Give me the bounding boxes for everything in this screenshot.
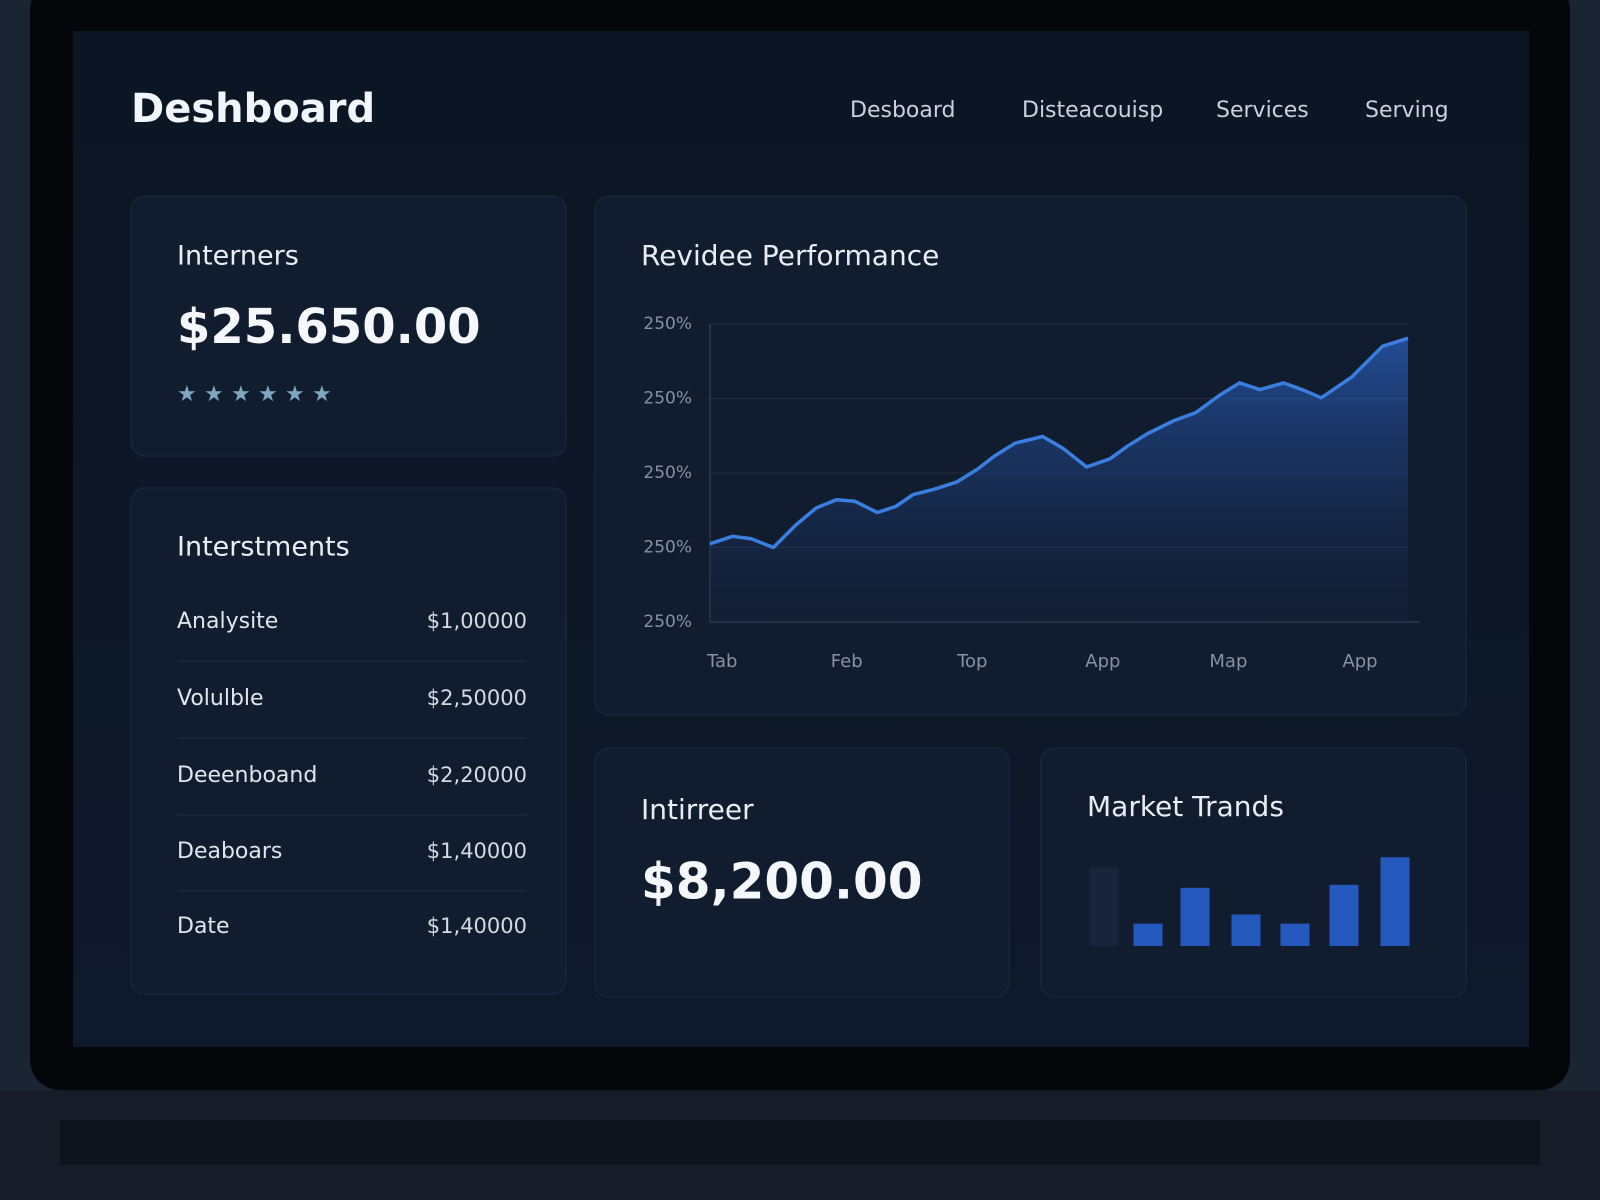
x-tick-label: Top [956, 651, 987, 672]
row-value: $1,40000 [427, 839, 527, 863]
row-label: Date [177, 914, 230, 939]
y-tick-label: 250% [643, 612, 692, 632]
card-title: Intirreer [641, 793, 754, 826]
y-tick-label: 250% [643, 389, 692, 409]
row-value: $1,00000 [427, 609, 527, 633]
row-value: $2,50000 [427, 686, 527, 710]
x-tick-label: Tab [706, 651, 737, 672]
card-value: $8,200.00 [641, 853, 923, 911]
keyboard [60, 1120, 1540, 1165]
star: ★ [285, 382, 305, 407]
nav-link[interactable]: Desboard [850, 98, 955, 123]
row-label: Volulble [177, 686, 264, 711]
app-title: Deshboard [131, 86, 375, 132]
stars: ★ ★ ★ ★ ★ ★ [177, 382, 332, 407]
area [710, 338, 1408, 622]
nav-link[interactable]: Disteacouisp [1022, 98, 1163, 123]
card-value: $25.650.00 [177, 299, 481, 355]
bar [1089, 867, 1119, 946]
row-label: Deaboars [177, 839, 282, 864]
nav-link[interactable]: Services [1216, 98, 1309, 123]
line [709, 336, 1409, 550]
x-tick-label: Feb [831, 651, 863, 672]
card-title: Interstments [177, 532, 350, 563]
x-tick-label: App [1342, 651, 1377, 672]
chart-title: Revidee Performance [641, 239, 939, 272]
chart-title: Market Trands [1087, 790, 1284, 823]
y-tick-label: 250% [643, 314, 692, 334]
star: ★ [231, 382, 251, 407]
y-tick-label: 250% [643, 463, 692, 483]
bar [1231, 914, 1261, 946]
bar [1133, 923, 1163, 946]
x-tick-label: Map [1209, 651, 1247, 672]
x-tick-label: App [1085, 651, 1120, 672]
row-value: $1,40000 [427, 914, 527, 938]
bar [1180, 887, 1210, 946]
row-label: Deeenboand [177, 763, 317, 788]
card-title: Interners [177, 241, 299, 272]
star: ★ [312, 382, 332, 407]
bar [1280, 923, 1310, 946]
card [130, 195, 567, 457]
row-value: $2,20000 [427, 763, 527, 787]
card [130, 487, 567, 995]
star: ★ [204, 382, 224, 407]
card [594, 747, 1010, 998]
row-label: Analysite [177, 609, 278, 634]
star: ★ [177, 382, 197, 407]
bar [1380, 857, 1410, 946]
nav-link[interactable]: Serving [1365, 98, 1449, 123]
y-tick-label: 250% [643, 538, 692, 558]
bar [1329, 884, 1359, 946]
star: ★ [258, 382, 278, 407]
